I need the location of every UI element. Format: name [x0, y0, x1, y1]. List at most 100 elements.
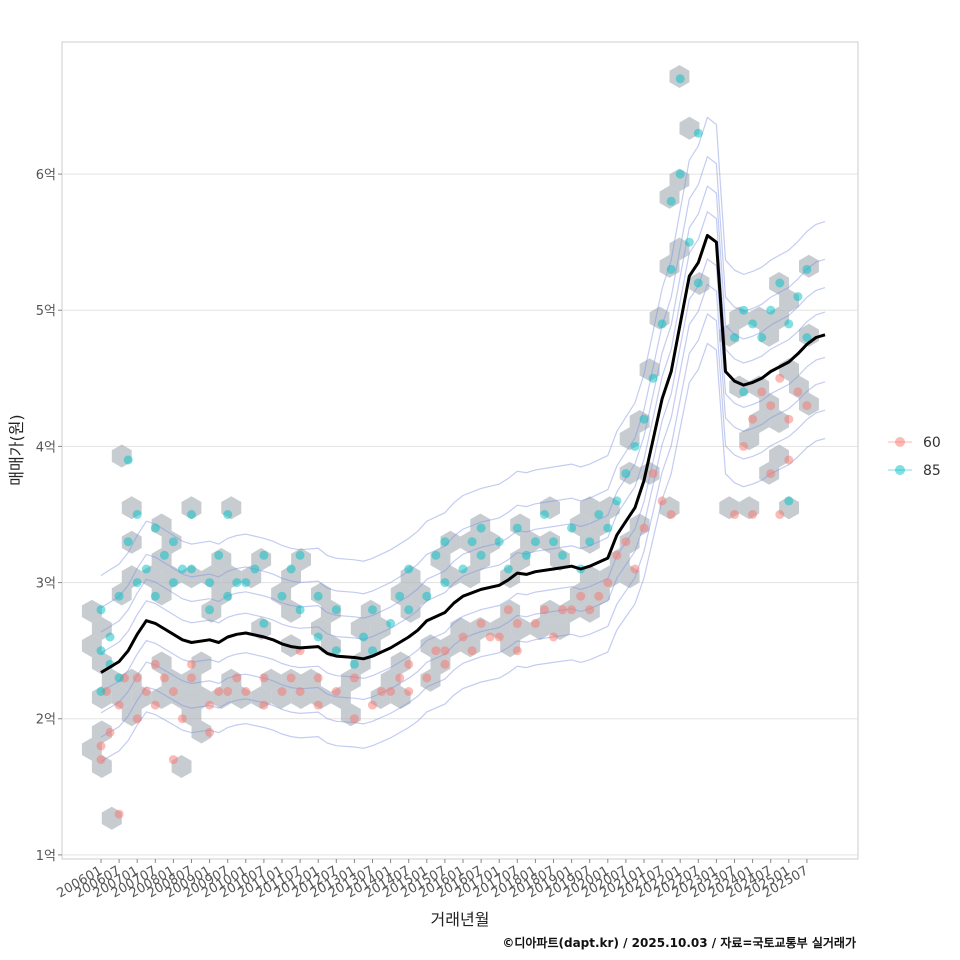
point-60 — [132, 714, 142, 724]
legend-label-85: 85 — [923, 463, 941, 479]
contour-line — [100, 185, 826, 633]
point-85 — [313, 591, 323, 601]
point-60 — [594, 591, 604, 601]
point-60 — [168, 687, 178, 696]
point-60 — [540, 605, 549, 615]
point-85 — [748, 319, 758, 329]
point-85 — [603, 523, 613, 533]
point-60 — [404, 659, 414, 669]
point-60 — [567, 605, 577, 615]
y-tick-label: 6억 — [36, 168, 56, 183]
point-85 — [757, 333, 767, 342]
hexbin-cell — [281, 565, 301, 589]
point-60 — [494, 632, 504, 642]
point-85 — [114, 591, 124, 601]
point-85 — [96, 646, 106, 656]
point-85 — [277, 591, 287, 601]
contour-line — [100, 210, 826, 654]
hexbin-cell — [191, 651, 212, 675]
point-60 — [141, 687, 151, 696]
legend-label-60: 60 — [923, 435, 941, 451]
point-85 — [594, 510, 604, 519]
point-85 — [96, 605, 106, 615]
point-60 — [205, 727, 215, 737]
point-85 — [368, 605, 377, 615]
point-85 — [621, 469, 631, 479]
point-60 — [766, 469, 776, 479]
point-60 — [503, 605, 513, 615]
point-60 — [349, 673, 359, 683]
point-60 — [802, 401, 812, 411]
point-85 — [802, 264, 812, 274]
hexbin-cell — [181, 565, 202, 589]
point-85 — [422, 591, 432, 601]
point-85 — [675, 169, 685, 179]
point-85 — [648, 373, 658, 383]
point-60 — [205, 700, 215, 710]
point-85 — [205, 605, 215, 615]
scatter-points — [96, 74, 812, 819]
point-85 — [241, 578, 251, 588]
point-60 — [603, 578, 613, 588]
point-85 — [159, 550, 169, 560]
legend-item-85: 85 — [888, 463, 941, 479]
point-85 — [150, 523, 160, 533]
point-85 — [784, 319, 794, 329]
point-85 — [313, 632, 323, 642]
point-60 — [214, 687, 224, 696]
point-60 — [159, 673, 169, 683]
hexbin-cell — [281, 599, 301, 623]
point-60 — [549, 632, 558, 642]
point-85 — [739, 305, 749, 315]
point-85 — [458, 564, 468, 574]
point-60 — [648, 469, 658, 479]
point-85 — [105, 632, 115, 642]
point-85 — [286, 564, 296, 574]
point-60 — [657, 496, 667, 506]
point-60 — [730, 510, 739, 519]
point-85 — [349, 659, 359, 669]
point-85 — [395, 591, 405, 601]
point-85 — [657, 319, 667, 329]
point-85 — [549, 537, 558, 547]
point-60 — [467, 646, 477, 656]
hexbin-cell — [151, 651, 172, 675]
point-85 — [386, 618, 396, 628]
point-85 — [123, 455, 133, 465]
point-85 — [612, 496, 622, 506]
point-85 — [187, 510, 196, 519]
hexbin-cell — [380, 668, 401, 692]
point-60 — [748, 414, 758, 424]
point-60 — [368, 700, 377, 710]
contour-line — [100, 116, 826, 577]
hexbin-cell — [81, 599, 102, 623]
point-85 — [675, 74, 685, 84]
point-85 — [784, 496, 794, 506]
hexbin-cell — [579, 565, 600, 589]
point-60 — [422, 673, 432, 683]
point-85 — [476, 523, 486, 533]
point-85 — [730, 333, 739, 342]
point-60 — [757, 387, 767, 397]
x-axis-title: 거래년월 — [431, 910, 490, 929]
point-85 — [766, 305, 776, 315]
point-60 — [793, 387, 803, 397]
point-60 — [168, 755, 178, 765]
point-60 — [585, 605, 595, 615]
point-85 — [476, 550, 486, 560]
point-60 — [458, 632, 468, 642]
point-60 — [132, 673, 142, 683]
y-axis-title: 매매가(원) — [7, 414, 26, 485]
point-60 — [775, 373, 785, 383]
y-tick-label: 1억 — [36, 849, 56, 864]
point-60 — [576, 591, 586, 601]
point-60 — [313, 700, 323, 710]
point-60 — [150, 700, 160, 710]
hexbin-cell — [181, 496, 202, 520]
point-85 — [404, 564, 414, 574]
point-85 — [666, 264, 676, 274]
point-60 — [739, 441, 749, 451]
point-85 — [630, 441, 640, 451]
point-85 — [739, 387, 749, 397]
